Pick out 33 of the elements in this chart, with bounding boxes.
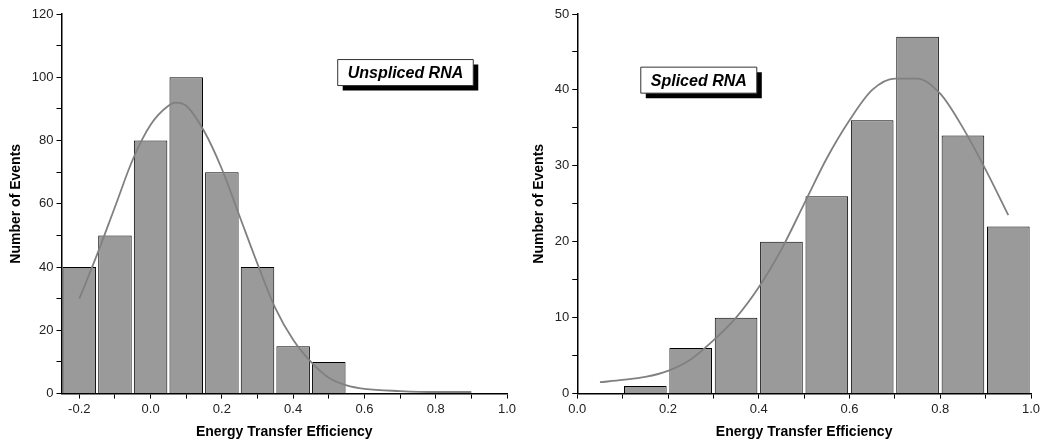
x-tick-label: 1.0	[1021, 400, 1041, 416]
x-axis-title: Energy Transfer Efficiency	[195, 423, 373, 440]
x-tick-label: 0.4	[749, 400, 768, 416]
annotation: Unspliced RNA	[347, 63, 464, 81]
y-axis-title: Number of Events	[530, 143, 547, 264]
y-tick-label: 120	[31, 5, 54, 21]
y-tick-label: 30	[554, 157, 570, 173]
x-tick-label: 0.6	[355, 400, 374, 416]
x-tick-label: 0.0	[141, 400, 160, 416]
y-tick-label: 80	[39, 132, 54, 148]
y-axis-title: Number of Events	[7, 143, 24, 264]
x-tick-label: -0.2	[68, 400, 91, 416]
y-tick-label: 60	[39, 195, 54, 211]
annotation: Spliced RNA	[650, 71, 747, 89]
y-tick-label: 20	[39, 321, 54, 337]
y-tick-label: 0	[562, 385, 570, 401]
y-tick-label: 20	[554, 233, 570, 249]
line-series	[78, 101, 473, 393]
y-tick-label: 40	[39, 258, 54, 274]
x-tick-label: 0.8	[426, 400, 445, 416]
y-tick-label: 100	[31, 68, 54, 84]
y-tick-label: 50	[554, 5, 570, 21]
x-tick-label: 0.6	[840, 400, 859, 416]
x-tick-label: 0.4	[284, 400, 303, 416]
y-tick-label: 10	[554, 309, 570, 325]
x-tick-label: 0.8	[931, 400, 950, 416]
x-tick-label: 0.2	[658, 400, 678, 416]
y-tick-label: 40	[554, 81, 570, 97]
x-tick-label: 1.0	[497, 400, 517, 416]
x-tick-label: 0.2	[212, 400, 231, 416]
y-tick-label: 0	[46, 385, 54, 401]
x-tick-label: 0.0	[568, 400, 587, 416]
x-axis-title: Energy Transfer Efficiency	[715, 423, 893, 440]
